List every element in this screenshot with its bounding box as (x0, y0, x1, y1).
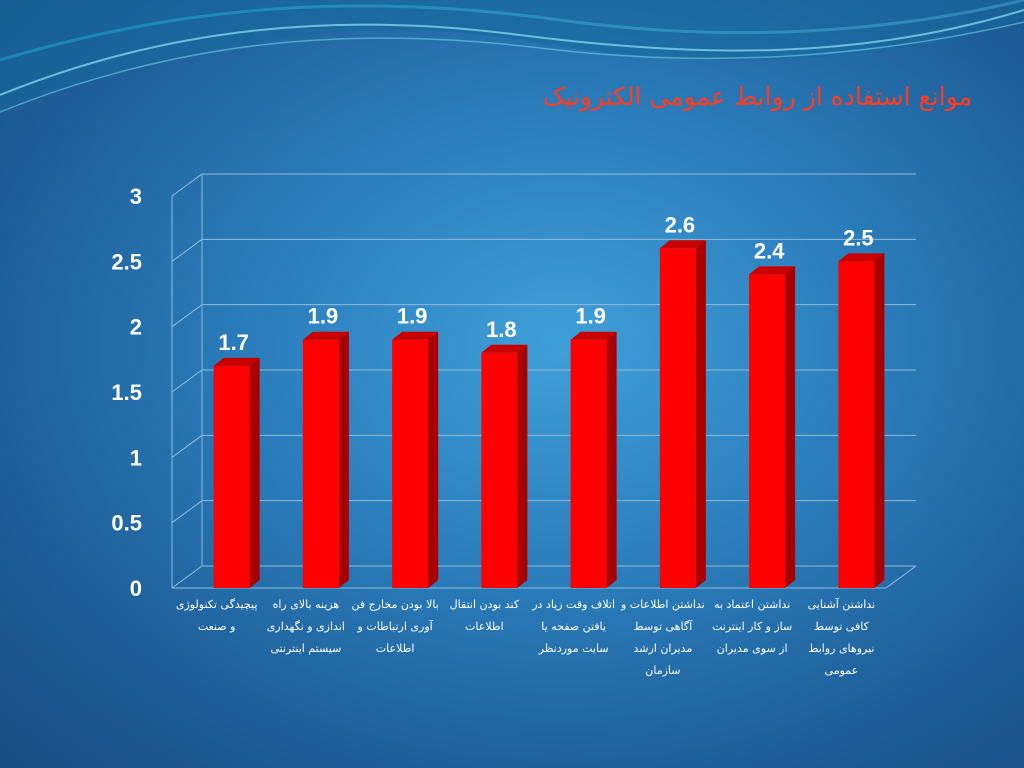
x-axis-category-label: نداشتن آشنایی کافی توسط نیروهای روابط عم… (807, 598, 876, 677)
gridline-diagonal (171, 369, 203, 393)
bar-data-label: 2.6 (665, 212, 696, 237)
bar-data-label: 2.4 (754, 238, 785, 263)
y-tick-label: 2 (130, 315, 142, 340)
floor-edge (885, 565, 917, 589)
bar-front (481, 352, 518, 588)
y-tick-label: 1.5 (111, 380, 142, 405)
gridline-diagonal (171, 434, 203, 458)
bar (570, 331, 617, 588)
bar-data-label: 1.7 (218, 330, 249, 355)
bar-top (838, 253, 885, 262)
bar (302, 331, 349, 588)
bar-series (213, 240, 885, 589)
x-axis-category-label: هزینه بالای راه اندازی و نگهداری سیستم ا… (266, 598, 345, 655)
bar-side (338, 331, 349, 588)
gridline-diagonal (171, 173, 203, 197)
bar-data-label: 1.8 (486, 317, 517, 342)
chart-grid (171, 173, 917, 589)
bar-top (213, 357, 260, 366)
bar-top (481, 344, 528, 353)
gridline-diagonal (171, 565, 203, 589)
bar-data-label: 1.9 (397, 304, 428, 329)
bar-side (785, 266, 796, 588)
y-tick-label: 1 (130, 445, 142, 470)
bar-front (392, 339, 429, 588)
y-axis-tick-labels: 0 0.5 1 1.5 2 2.5 3 (111, 184, 142, 601)
x-axis-category-label: نداشتن اطلاعات و آگاهی توسط مدیران ارشد … (620, 598, 705, 677)
bar-data-label: 1.9 (575, 304, 606, 329)
bar-top (302, 331, 349, 340)
slide-title: موانع استفاده از روابط عمومی الکترونیک (542, 82, 972, 111)
data-labels: 1.7 1.9 1.9 1.8 1.9 2.6 2.4 2.5 (218, 212, 873, 355)
bar (213, 357, 260, 588)
bar-top (749, 266, 796, 275)
bar-top (392, 331, 439, 340)
bar-top (570, 331, 617, 340)
bar-side (517, 344, 528, 588)
x-axis-category-label: اتلاف وقت زیاد در یافتن صفحه یا سایت مور… (532, 598, 616, 655)
x-axis-category-label: کند بودن انتقال اطلاعات (449, 598, 520, 633)
bar-side (695, 240, 706, 588)
bar-data-label: 1.9 (308, 304, 339, 329)
y-tick-label: 0 (130, 576, 142, 601)
wave-decoration (0, 0, 1024, 113)
bar-front (213, 365, 250, 588)
x-axis-category-label: پیچیدگی تکنولوژی و صنعت (175, 598, 258, 633)
gridline-diagonal (171, 500, 203, 524)
bar-side (249, 357, 260, 588)
bar-data-label: 2.5 (843, 225, 874, 250)
bar (392, 331, 439, 588)
y-tick-label: 3 (130, 184, 142, 209)
gridline-diagonal (171, 304, 203, 328)
bar-front (302, 339, 339, 588)
bar-side (428, 331, 439, 588)
bar (481, 344, 528, 588)
bar (838, 253, 885, 589)
bar-front (659, 248, 696, 588)
bar-front (749, 274, 786, 588)
y-tick-label: 2.5 (111, 249, 142, 274)
bar-front (838, 261, 875, 588)
gridline-diagonal (171, 238, 203, 262)
y-tick-label: 0.5 (111, 511, 142, 536)
bar-side (606, 331, 617, 588)
bar-front (570, 339, 607, 588)
bar (749, 266, 796, 588)
bar (659, 240, 706, 588)
x-axis-category-label: بالا بودن مخارج فن آوری ارتباطات و اطلاع… (351, 598, 439, 655)
x-axis-category-label: نداشتن اعتماد به ساز و کار اینترنت از سو… (711, 598, 793, 655)
bar-side (874, 253, 885, 589)
bar-top (659, 240, 706, 249)
